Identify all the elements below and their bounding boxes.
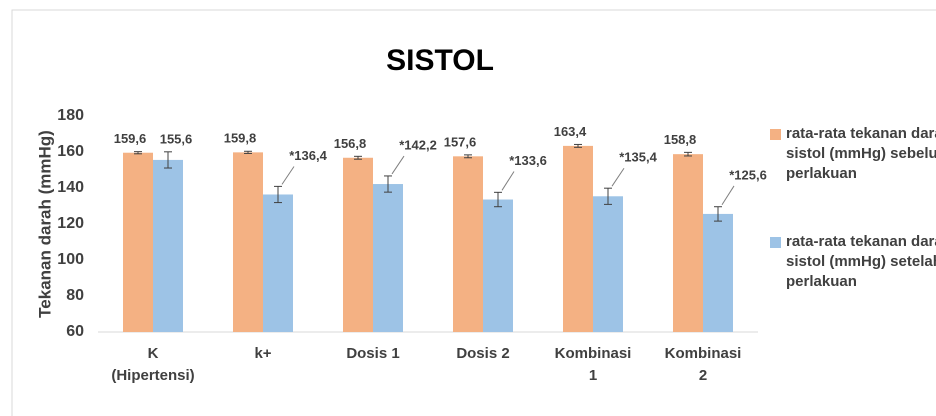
bar — [373, 184, 403, 332]
leader-line — [501, 171, 515, 191]
bar — [483, 199, 513, 332]
data-label: *135,4 — [619, 150, 657, 165]
data-label: 158,8 — [664, 132, 697, 147]
legend-item: rata-rata tekanan darah sistol (mmHg) se… — [770, 124, 936, 184]
x-tick-label: k+ — [254, 345, 271, 362]
data-label: 163,4 — [554, 124, 587, 139]
leader-line — [281, 166, 295, 185]
data-label: 156,8 — [334, 136, 367, 151]
data-label: 159,8 — [224, 131, 257, 146]
data-label: *133,6 — [509, 153, 547, 168]
legend-label: rata-rata tekanan darah sistol (mmHg) se… — [786, 125, 936, 182]
data-label: 155,6 — [160, 131, 193, 146]
x-tick-label: 2 — [699, 367, 707, 384]
legend-label: rata-rata tekanan darah sistol (mmHg) se… — [786, 233, 936, 290]
x-tick-label: 1 — [589, 367, 597, 384]
bar — [593, 196, 623, 332]
y-tick-label: 80 — [66, 287, 84, 304]
y-tick-label: 60 — [66, 323, 84, 340]
x-tick-label: K — [148, 345, 159, 362]
bar — [453, 156, 483, 332]
bar — [153, 159, 183, 332]
data-label: 157,6 — [444, 134, 477, 149]
x-tick-label: Kombinasi — [555, 345, 632, 362]
data-label: *142,2 — [399, 137, 437, 152]
y-tick-label: 160 — [57, 143, 84, 160]
bar — [563, 145, 593, 332]
bar — [123, 152, 153, 332]
x-tick-label: Kombinasi — [665, 345, 742, 362]
leader-line — [391, 155, 405, 175]
bar — [343, 157, 373, 332]
y-tick-label: 120 — [57, 215, 84, 232]
chart-frame — [11, 9, 936, 416]
legend-swatch — [770, 129, 781, 140]
x-tick-label: Dosis 2 — [456, 345, 509, 362]
bar — [703, 213, 733, 332]
y-tick-label: 100 — [57, 251, 84, 268]
data-label: 159,6 — [114, 131, 147, 146]
y-axis-label: Tekanan darah (mmHg) — [35, 130, 54, 318]
bar — [233, 152, 263, 332]
data-label: *125,6 — [729, 167, 767, 182]
bar — [263, 194, 293, 332]
leader-line — [721, 185, 735, 205]
data-label: *136,4 — [289, 148, 327, 163]
y-tick-label: 180 — [57, 107, 84, 124]
chart-title: SISTOL — [386, 44, 494, 77]
y-tick-label: 140 — [57, 179, 84, 196]
legend-item: rata-rata tekanan darah sistol (mmHg) se… — [770, 232, 936, 292]
x-tick-label: Dosis 1 — [346, 345, 399, 362]
x-tick-label: (Hipertensi) — [111, 367, 194, 384]
legend-swatch — [770, 237, 781, 248]
bar — [673, 154, 703, 332]
leader-line — [611, 168, 625, 187]
